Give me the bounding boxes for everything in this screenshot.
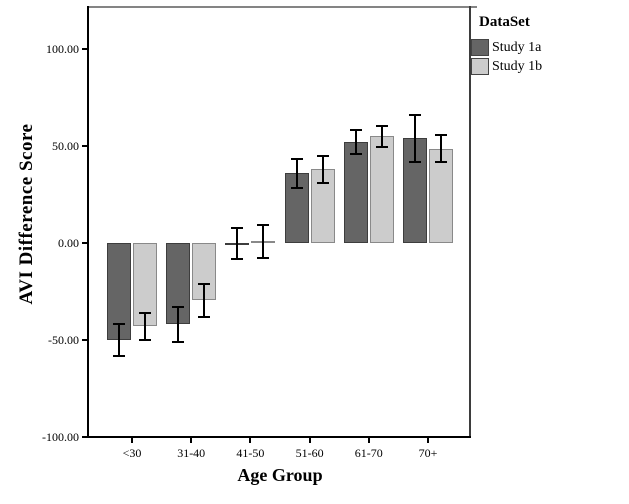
plot-frame-right-border bbox=[469, 6, 471, 438]
x-tick-label: 31-40 bbox=[177, 446, 206, 460]
y-tick bbox=[82, 242, 88, 244]
y-tick-label: -50.00 bbox=[48, 333, 79, 347]
error-bar-cap-bottom bbox=[139, 339, 151, 341]
error-bar-cap-bottom bbox=[290, 186, 303, 189]
x-axis-title: Age Group bbox=[237, 465, 323, 485]
error-bar-cap-bottom bbox=[172, 340, 185, 343]
y-tick bbox=[82, 48, 88, 50]
error-bar-cap-top bbox=[113, 322, 125, 325]
bar-study-1a-61-70 bbox=[343, 142, 368, 243]
error-bar-line bbox=[321, 155, 324, 183]
error-bar-cap-top bbox=[231, 227, 244, 230]
y-tick-label: 0.00 bbox=[58, 236, 79, 250]
error-bar-line bbox=[440, 135, 442, 163]
error-bar-cap-bottom bbox=[316, 181, 329, 184]
y-tick bbox=[82, 339, 88, 341]
error-bar-cap-top bbox=[172, 306, 185, 309]
error-bar-line bbox=[118, 323, 120, 357]
error-bar-line bbox=[203, 283, 206, 317]
legend-label-study-1b: Study 1b bbox=[492, 58, 543, 74]
y-tick-label: 50.00 bbox=[52, 139, 79, 153]
x-tick bbox=[427, 438, 429, 443]
x-tick-label: 51-60 bbox=[295, 446, 324, 460]
legend-item-study-1b: Study 1b bbox=[471, 57, 542, 76]
error-bar-cap-bottom bbox=[113, 355, 125, 358]
x-tick bbox=[249, 438, 252, 443]
bar-study-1b-70+ bbox=[429, 148, 453, 243]
error-bar-line bbox=[144, 312, 146, 340]
x-tick bbox=[190, 438, 193, 443]
x-tick bbox=[367, 438, 370, 443]
error-bar-line bbox=[262, 224, 265, 258]
legend-item-study-1a: Study 1a bbox=[471, 38, 542, 57]
y-tick-label: -100.00 bbox=[42, 430, 79, 444]
error-bar-cap-bottom bbox=[257, 256, 270, 259]
bar-study-1b-61-70 bbox=[369, 136, 394, 243]
error-bar-cap-top bbox=[257, 223, 270, 226]
legend-label-study-1a: Study 1a bbox=[492, 39, 542, 55]
legend-title: DataSet bbox=[479, 14, 530, 30]
plot-frame-top-border bbox=[87, 6, 477, 8]
legend-swatch-study-1b bbox=[471, 58, 489, 75]
error-bar-cap-top bbox=[349, 129, 362, 132]
error-bar-line bbox=[414, 114, 416, 162]
error-bar-cap-top bbox=[316, 154, 329, 157]
legend: DataSet Study 1a Study 1b bbox=[471, 13, 542, 76]
x-tick-label: <30 bbox=[122, 446, 142, 460]
error-bar-cap-top bbox=[290, 157, 303, 160]
error-bar-line bbox=[380, 125, 383, 147]
x-tick bbox=[131, 438, 133, 443]
error-bar-line bbox=[354, 130, 357, 154]
error-bar-cap-top bbox=[139, 311, 151, 314]
y-tick-label: 100.00 bbox=[46, 42, 79, 56]
x-tick bbox=[308, 438, 311, 443]
error-bar-cap-bottom bbox=[409, 160, 421, 163]
y-axis-line bbox=[87, 6, 89, 438]
y-tick bbox=[82, 436, 88, 438]
error-bar-line bbox=[236, 228, 239, 260]
error-bar-cap-bottom bbox=[375, 145, 388, 148]
error-bar-line bbox=[295, 158, 298, 188]
error-bar-cap-bottom bbox=[349, 152, 362, 155]
error-bar-cap-bottom bbox=[231, 258, 244, 261]
error-bar-cap-top bbox=[198, 282, 211, 285]
error-bar-cap-top bbox=[409, 113, 421, 116]
x-tick-label: 41-50 bbox=[236, 446, 265, 460]
legend-swatch-study-1a bbox=[471, 39, 489, 56]
error-bar-cap-bottom bbox=[435, 161, 447, 164]
error-bar-line bbox=[177, 307, 180, 342]
y-tick bbox=[82, 145, 88, 147]
x-tick-label: 61-70 bbox=[354, 446, 383, 460]
x-axis-line bbox=[87, 436, 471, 438]
error-bar-cap-top bbox=[375, 124, 388, 127]
error-bar-cap-bottom bbox=[198, 315, 211, 318]
error-bar-cap-top bbox=[435, 134, 447, 137]
x-tick-label: 70+ bbox=[418, 446, 438, 460]
